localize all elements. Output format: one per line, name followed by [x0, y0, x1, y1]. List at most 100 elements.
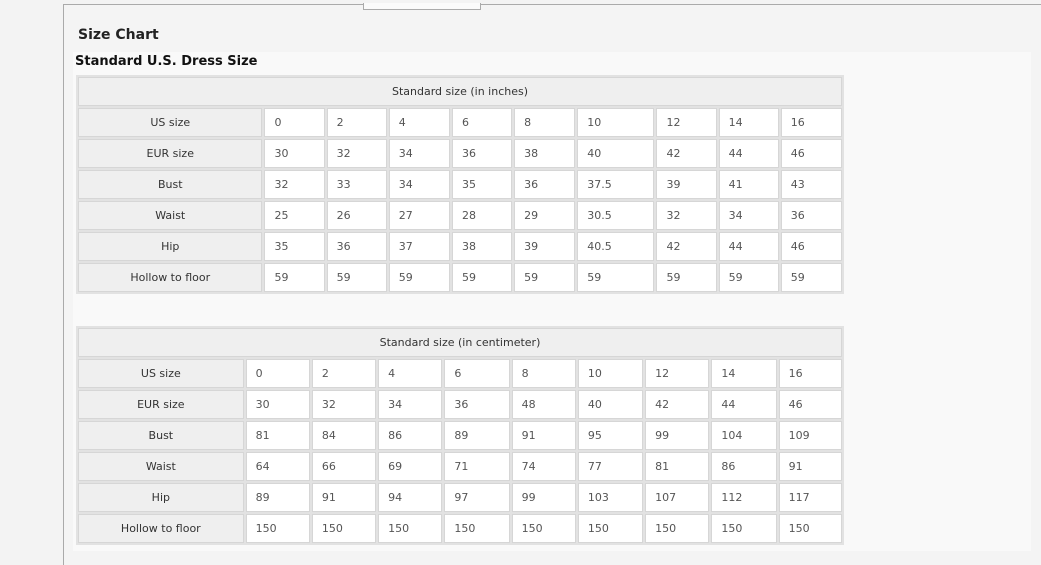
table-cell: 41: [718, 170, 779, 199]
size-table-centimeter: Standard size (in centimeter) US size 0 2 4 6…: [76, 326, 844, 545]
table-cell: 29: [514, 201, 576, 230]
table-cell: 46: [780, 232, 842, 261]
row-label: Bust: [78, 421, 244, 450]
table-cell: 95: [577, 421, 644, 450]
table-cell: 150: [444, 514, 510, 543]
table-cell: 38: [451, 232, 513, 261]
tab[interactable]: [363, 3, 481, 10]
table-cell: 59: [514, 263, 576, 292]
table-cell: 10: [577, 359, 644, 388]
row-label: EUR size: [78, 390, 244, 419]
table-cell: 77: [577, 452, 644, 481]
table-row: Hip 35 36 37 38 39 40.5 42 44 46: [78, 232, 842, 261]
table-cell: 8: [514, 108, 576, 137]
table-row: Hip 89 91 94 97 99 103 107 112 117: [78, 483, 842, 512]
table-cell: 59: [780, 263, 842, 292]
table-cell: 103: [577, 483, 644, 512]
table-cell: 59: [577, 263, 655, 292]
table-cell: 38: [514, 139, 576, 168]
table-cell: 36: [780, 201, 842, 230]
table-cell: 6: [451, 108, 513, 137]
table-cell: 26: [326, 201, 387, 230]
table-cell: 59: [264, 263, 325, 292]
table-cell: 66: [311, 452, 377, 481]
table-cell: 150: [577, 514, 644, 543]
row-label: Hollow to floor: [78, 263, 263, 292]
table-cell: 36: [451, 139, 513, 168]
table-cell: 44: [711, 390, 777, 419]
table-cell: 34: [718, 201, 779, 230]
table-row: Bust 81 84 86 89 91 95 99 104 109: [78, 421, 842, 450]
table-cell: 36: [514, 170, 576, 199]
row-label: Bust: [78, 170, 263, 199]
table-cell: 36: [444, 390, 510, 419]
table-cell: 64: [245, 452, 310, 481]
table-cell: 43: [780, 170, 842, 199]
table-row: Hollow to floor 150 150 150 150 150 150 150 150 1…: [78, 514, 842, 543]
table-row: Waist 25 26 27 28 29 30.5 32 34 36: [78, 201, 842, 230]
row-label: Hip: [78, 232, 263, 261]
table-cell: 16: [778, 359, 842, 388]
table-cell: 25: [264, 201, 325, 230]
table-cell: 40: [577, 139, 655, 168]
table-cell: 107: [645, 483, 710, 512]
table-row: EUR size 30 32 34 36 38 40 42 44 46: [78, 139, 842, 168]
table-cell: 74: [511, 452, 576, 481]
table-cell: 40.5: [577, 232, 655, 261]
table-cell: 97: [444, 483, 510, 512]
table-cell: 39: [656, 170, 717, 199]
table-caption: Standard size (in inches): [78, 77, 842, 106]
table-cell: 59: [656, 263, 717, 292]
table-cell: 32: [264, 170, 325, 199]
table-cell: 150: [711, 514, 777, 543]
table-cell: 150: [511, 514, 576, 543]
page-title: Size Chart: [78, 27, 159, 43]
size-table-inches: Standard size (in inches) US size 0 2 4 6 8 10 1…: [76, 75, 844, 294]
table-cell: 32: [326, 139, 387, 168]
table-cell: 86: [711, 452, 777, 481]
table-cell: 91: [311, 483, 377, 512]
table-cell: 34: [388, 139, 450, 168]
row-label: Hollow to floor: [78, 514, 244, 543]
table-row: Bust 32 33 34 35 36 37.5 39 41 43: [78, 170, 842, 199]
table-cell: 34: [388, 170, 450, 199]
table-cell: 112: [711, 483, 777, 512]
table-cell: 42: [645, 390, 710, 419]
table-cell: 14: [711, 359, 777, 388]
table-cell: 6: [444, 359, 510, 388]
table-cell: 59: [718, 263, 779, 292]
row-label: Hip: [78, 483, 244, 512]
row-label: EUR size: [78, 139, 263, 168]
table-cell: 59: [451, 263, 513, 292]
table-cell: 150: [311, 514, 377, 543]
table-row: EUR size 30 32 34 36 48 40 42 44 46: [78, 390, 842, 419]
row-label: Waist: [78, 201, 263, 230]
table-cell: 109: [778, 421, 842, 450]
table-cell: 59: [326, 263, 387, 292]
table-cell: 42: [656, 232, 717, 261]
table-cell: 48: [511, 390, 576, 419]
table-cell: 2: [311, 359, 377, 388]
table-cell: 4: [388, 108, 450, 137]
table-cell: 2: [326, 108, 387, 137]
table-row: Hollow to floor 59 59 59 59 59 59 59 59 59: [78, 263, 842, 292]
table-cell: 12: [656, 108, 717, 137]
table-cell: 69: [378, 452, 443, 481]
row-label: Waist: [78, 452, 244, 481]
table-cell: 40: [577, 390, 644, 419]
table-cell: 8: [511, 359, 576, 388]
table-cell: 94: [378, 483, 443, 512]
table-cell: 44: [718, 139, 779, 168]
table-cell: 0: [245, 359, 310, 388]
table-cell: 28: [451, 201, 513, 230]
table-cell: 36: [326, 232, 387, 261]
table-cell: 30.5: [577, 201, 655, 230]
table-cell: 16: [780, 108, 842, 137]
table-cell: 104: [711, 421, 777, 450]
table-cell: 46: [778, 390, 842, 419]
table-cell: 42: [656, 139, 717, 168]
table-cell: 150: [245, 514, 310, 543]
table-cell: 0: [264, 108, 325, 137]
table-cell: 84: [311, 421, 377, 450]
table-cell: 81: [645, 452, 710, 481]
